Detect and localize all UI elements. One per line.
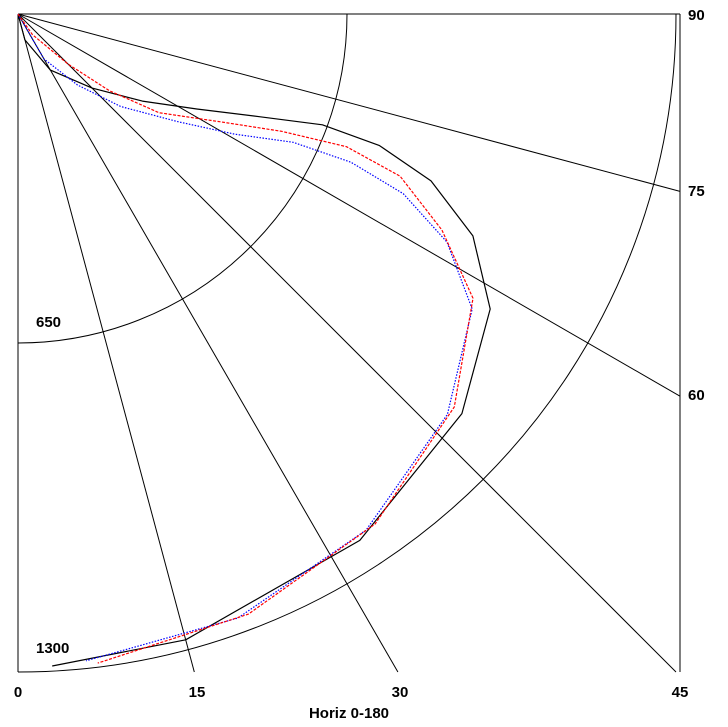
ring-label-1300: 1300 bbox=[36, 640, 69, 657]
bottom-tick-label-0: 0 bbox=[14, 684, 22, 701]
series-line-1 bbox=[17, 13, 491, 667]
spoke-15 bbox=[17, 13, 195, 673]
bottom-tick-label-30: 30 bbox=[392, 684, 409, 701]
ring-label-650: 650 bbox=[36, 314, 61, 331]
series-line-3 bbox=[17, 13, 474, 664]
bottom-tick-label-15: 15 bbox=[189, 684, 206, 701]
bottom-tick-label-45: 45 bbox=[672, 684, 689, 701]
series-layer bbox=[17, 13, 491, 667]
grid bbox=[17, 13, 681, 673]
spoke-45 bbox=[17, 13, 677, 673]
spoke-60 bbox=[17, 13, 681, 397]
x-axis-title: Horiz 0-180 bbox=[309, 705, 389, 722]
right-tick-label-90: 90 bbox=[688, 7, 705, 24]
spoke-75 bbox=[17, 13, 681, 192]
labels: 0 15 30 45 Horiz 0-180 90 75 60 650 1300 bbox=[14, 7, 705, 722]
series-line-2 bbox=[17, 13, 473, 662]
spoke-30 bbox=[17, 13, 399, 673]
right-tick-label-60: 60 bbox=[688, 387, 705, 404]
right-tick-label-75: 75 bbox=[688, 183, 705, 200]
